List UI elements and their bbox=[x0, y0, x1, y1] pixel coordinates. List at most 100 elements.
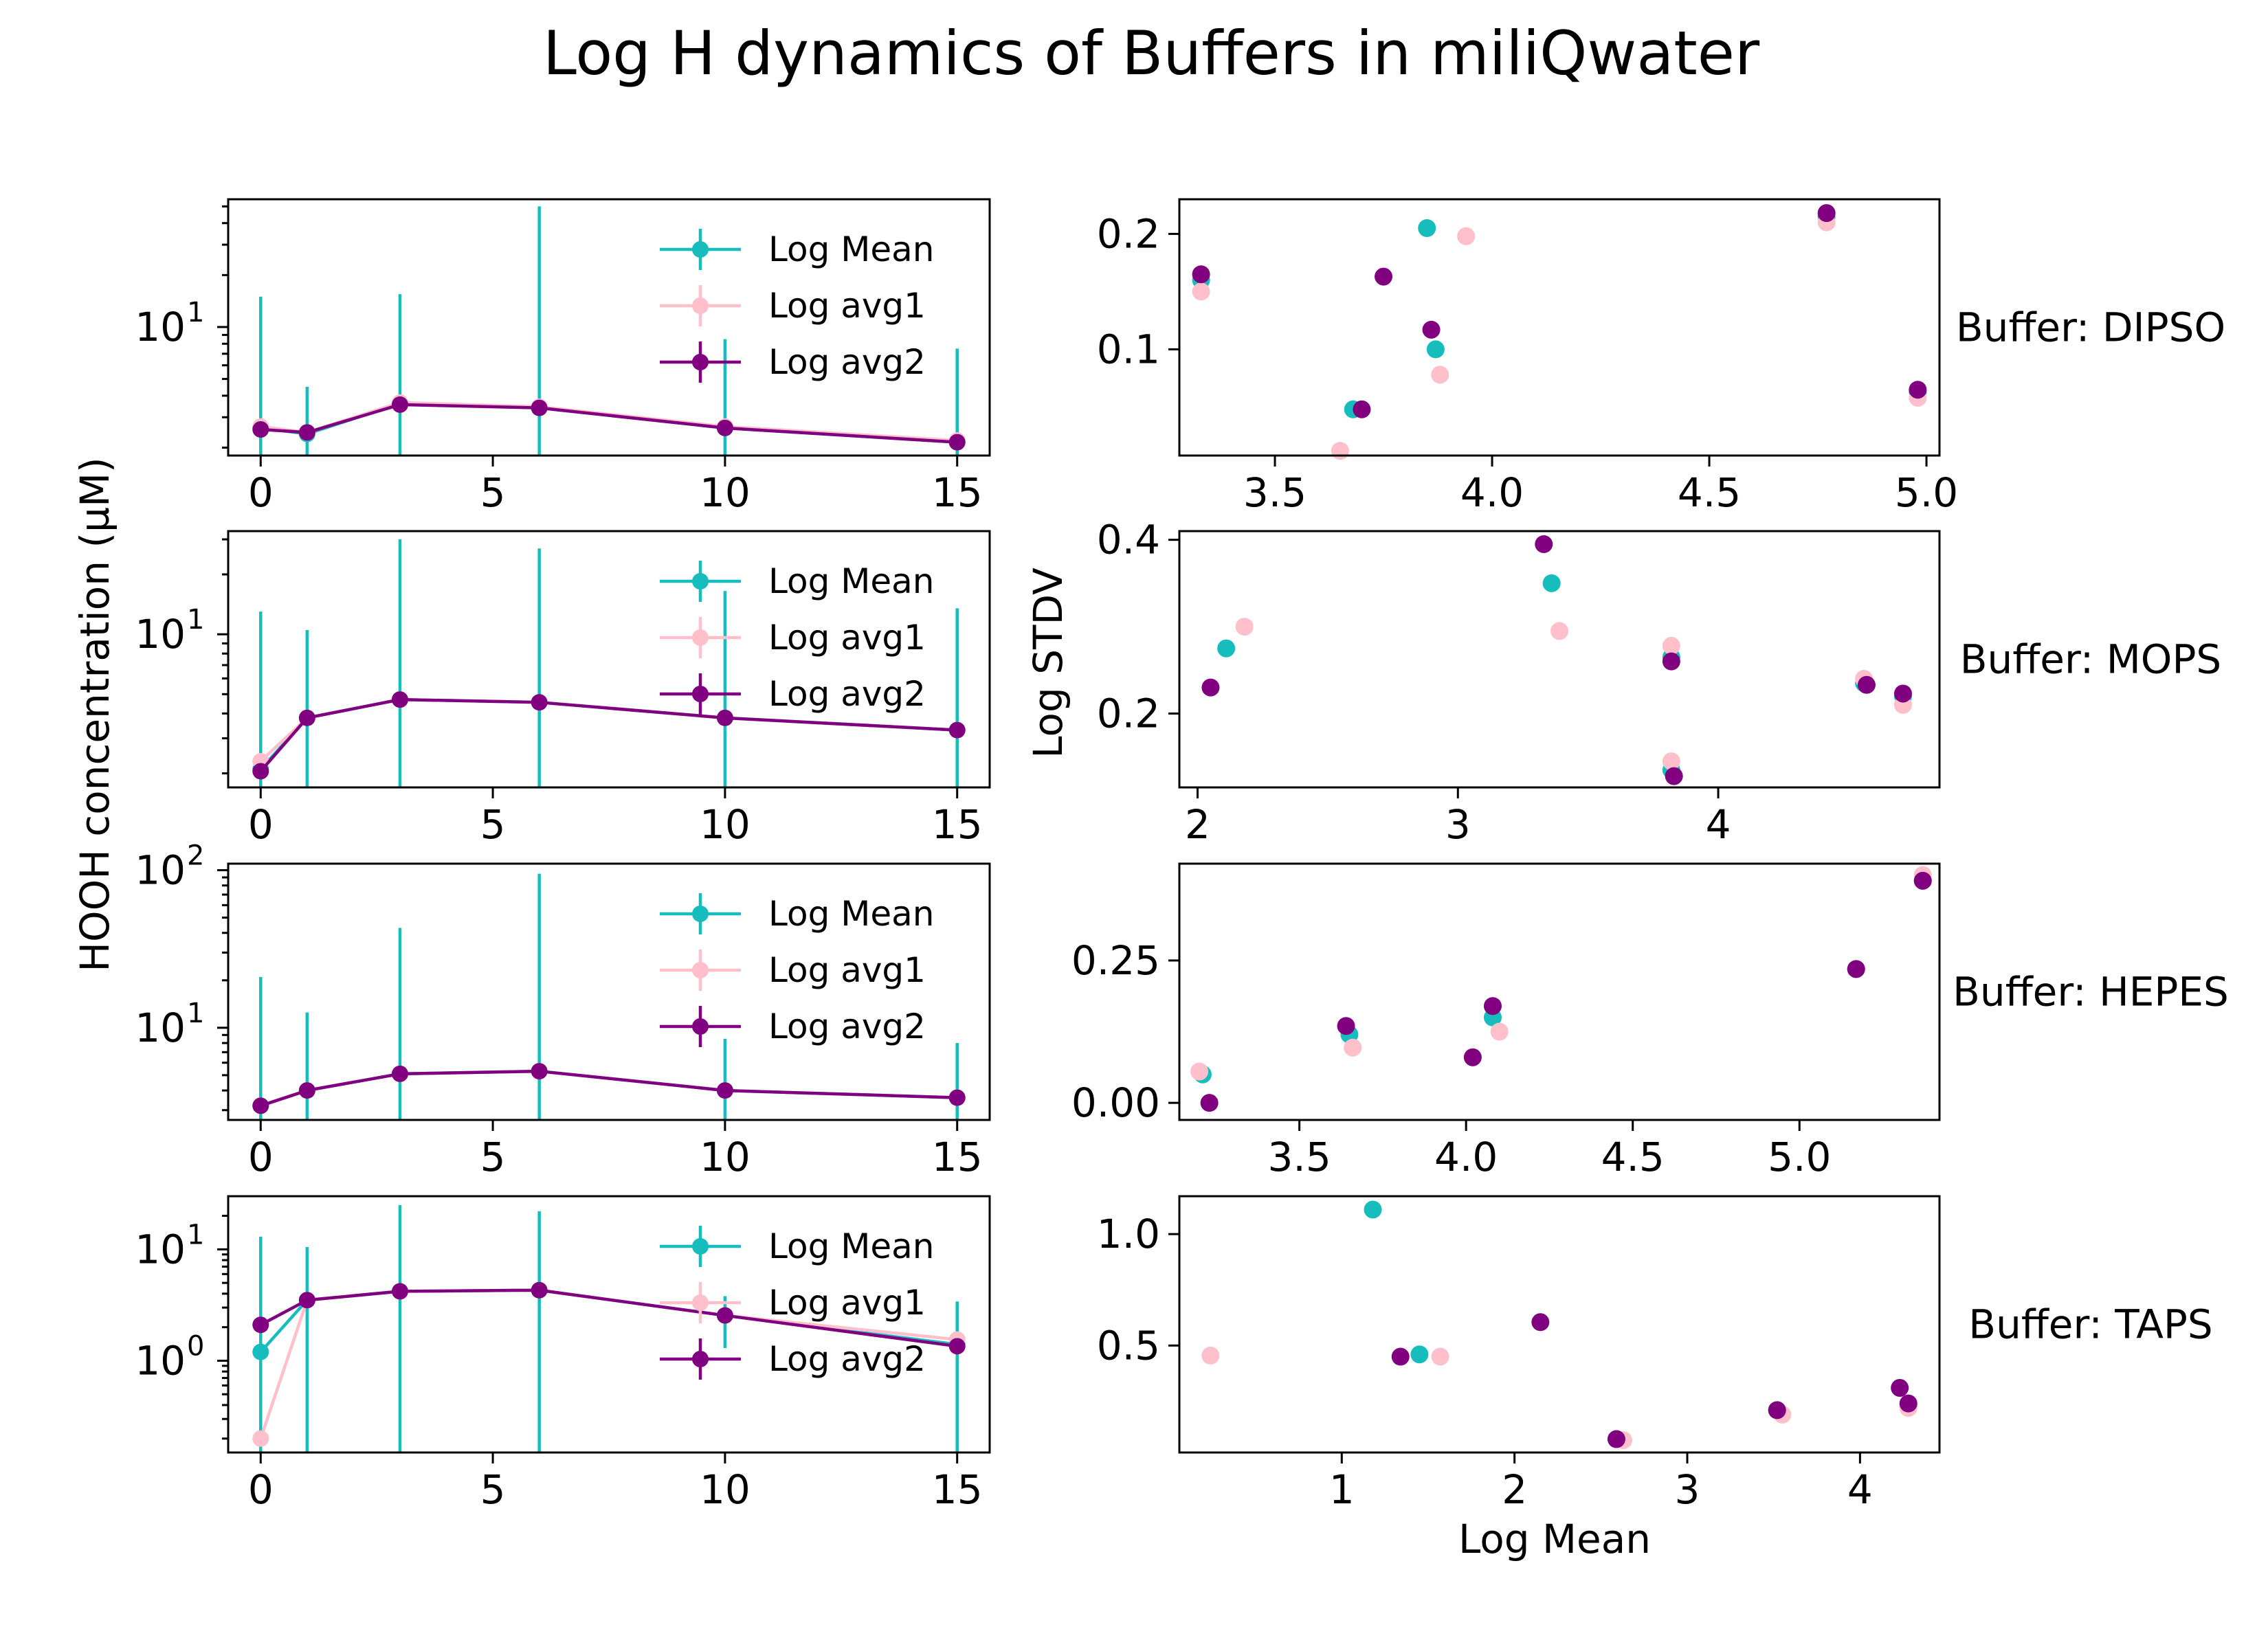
legend-marker bbox=[692, 629, 709, 646]
scatter-point bbox=[1893, 684, 1912, 703]
left-ylabel: HOOH concentration (µM) bbox=[71, 457, 118, 972]
data-point bbox=[531, 694, 548, 711]
x-tick-label: 4.5 bbox=[1678, 469, 1741, 516]
x-tick-label: 0 bbox=[248, 1466, 274, 1513]
legend-marker bbox=[692, 354, 709, 370]
y-tick-label: 10 bbox=[135, 846, 186, 893]
scatter-point bbox=[1410, 1345, 1429, 1364]
legend-marker bbox=[692, 906, 709, 922]
scatter-point bbox=[1364, 1200, 1382, 1219]
scatter-point bbox=[1426, 340, 1445, 359]
x-tick-label: 5.0 bbox=[1895, 469, 1958, 516]
scatter-point bbox=[1490, 1022, 1509, 1041]
x-tick-label: 10 bbox=[700, 469, 751, 516]
data-point bbox=[298, 1082, 315, 1099]
right-ylabel: Log STDV bbox=[1025, 568, 1071, 759]
scatter-point bbox=[1375, 267, 1393, 286]
scatter-point bbox=[1431, 366, 1449, 384]
figure-title: Log H dynamics of Buffers in miliQwater bbox=[543, 18, 1760, 89]
legend-label: Log Mean bbox=[768, 229, 934, 269]
scatter-point bbox=[1542, 574, 1561, 592]
scatter-point bbox=[1192, 282, 1210, 301]
legend-marker bbox=[692, 1294, 709, 1311]
x-tick-label: 2 bbox=[1502, 1466, 1527, 1513]
axes-frame bbox=[227, 198, 991, 457]
data-point bbox=[298, 1292, 315, 1309]
scatter-point bbox=[1235, 618, 1254, 636]
scatter-point bbox=[1909, 381, 1927, 399]
data-point bbox=[531, 1281, 548, 1299]
scatter-panel-taps: 0.5 1.0 1 2 3 4 Buffer: TAPS bbox=[1097, 1195, 2213, 1513]
scatter-point bbox=[1768, 1401, 1786, 1420]
x-tick-label: 5.0 bbox=[1768, 1134, 1831, 1180]
data-point bbox=[298, 709, 315, 726]
scatter-point bbox=[1913, 871, 1932, 890]
y-tick-label: 10 bbox=[135, 611, 186, 658]
scatter-point bbox=[1192, 265, 1210, 284]
scatter-point bbox=[1607, 1430, 1625, 1448]
axes-frame bbox=[227, 862, 991, 1121]
series-line-log-avg2 bbox=[260, 1288, 958, 1348]
axes-frame bbox=[227, 1195, 991, 1454]
x-tick-label: 5 bbox=[480, 1466, 506, 1513]
legend-marker bbox=[692, 573, 709, 590]
y-tick-label: 10 bbox=[135, 304, 186, 350]
scatter-point bbox=[1662, 636, 1680, 655]
scatter-point bbox=[1665, 767, 1683, 785]
legend-marker bbox=[692, 686, 709, 702]
data-point bbox=[391, 1283, 408, 1300]
buffer-label: Buffer: HEPES bbox=[1953, 969, 2229, 1016]
scatter-point bbox=[1353, 400, 1371, 418]
data-point bbox=[531, 399, 548, 416]
y-tick-label: 0.2 bbox=[1097, 210, 1160, 257]
scatter-point bbox=[1337, 1017, 1355, 1035]
scatter-point bbox=[1847, 960, 1865, 978]
x-tick-label: 10 bbox=[700, 801, 751, 848]
x-tick-label: 10 bbox=[700, 1134, 751, 1180]
axes-frame bbox=[1178, 198, 1941, 457]
y-tick-label: 0.00 bbox=[1071, 1079, 1160, 1126]
right-xlabel: Log Mean bbox=[1458, 1516, 1651, 1562]
x-tick-label: 0 bbox=[248, 1134, 274, 1180]
buffer-label: Buffer: DIPSO bbox=[1956, 304, 2225, 351]
legend-label: Log Mean bbox=[768, 561, 934, 601]
scatter-point bbox=[1483, 997, 1502, 1016]
legend-label: Log avg1 bbox=[768, 1283, 926, 1323]
data-point bbox=[298, 424, 315, 441]
legend-marker bbox=[692, 962, 709, 978]
x-tick-label: 4 bbox=[1706, 801, 1731, 848]
data-point bbox=[948, 1338, 966, 1355]
y-tick-exponent: 0 bbox=[187, 1330, 204, 1362]
x-tick-label: 4.0 bbox=[1460, 469, 1524, 516]
y-tick-label: 1.0 bbox=[1097, 1211, 1160, 1257]
data-point bbox=[948, 434, 966, 451]
x-tick-label: 3 bbox=[1445, 801, 1471, 848]
scatter-point bbox=[1817, 204, 1836, 223]
scatter-point bbox=[1201, 678, 1220, 697]
legend-marker bbox=[692, 241, 709, 258]
legend-marker bbox=[692, 1351, 709, 1367]
y-tick-label: 0.2 bbox=[1097, 691, 1160, 737]
scatter-point bbox=[1200, 1094, 1219, 1112]
legend-label: Log avg1 bbox=[768, 950, 926, 990]
x-tick-label: 15 bbox=[932, 1134, 983, 1180]
legend-label: Log avg1 bbox=[768, 618, 926, 658]
scatter-point bbox=[1391, 1347, 1410, 1366]
legend-label: Log avg1 bbox=[768, 286, 926, 326]
scatter-point bbox=[1550, 622, 1568, 640]
series-line-log-avg2 bbox=[259, 697, 957, 772]
buffer-label: Buffer: TAPS bbox=[1968, 1301, 2212, 1348]
legend-marker bbox=[692, 298, 709, 314]
data-point bbox=[391, 691, 408, 708]
y-tick-label: 0.4 bbox=[1097, 517, 1160, 563]
scatter-point bbox=[1422, 320, 1441, 339]
data-point bbox=[531, 1063, 548, 1080]
y-tick-label: 10 bbox=[135, 1005, 186, 1051]
y-tick-label: 0.5 bbox=[1097, 1322, 1160, 1369]
scatter-point bbox=[1344, 1038, 1362, 1057]
